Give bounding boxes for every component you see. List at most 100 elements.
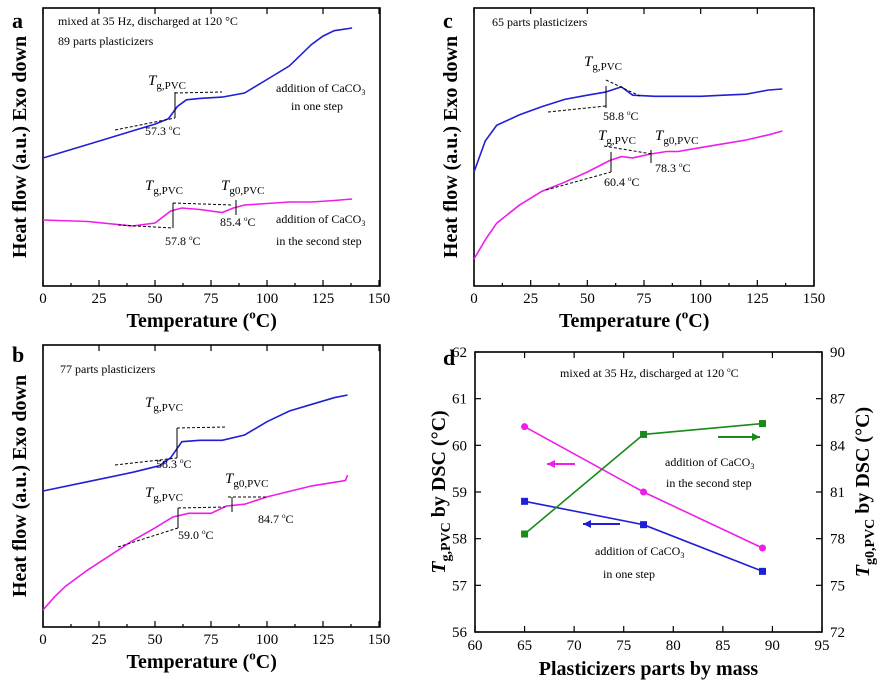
x-tick-label: 125 [746,291,769,307]
data-point-circle [521,423,529,431]
data-point-circle [759,544,767,552]
tg-value-label: 58.3 oC [156,457,192,471]
x-tick-label: 75 [616,638,631,654]
x-tick-label: 150 [368,632,391,648]
tangent-dash [117,224,174,229]
y-axis-title-left: Tg,PVC by DSC (°C) [428,410,454,573]
tangent-dash [114,457,178,466]
plasticizer-annotation: 89 parts plasticizers [58,34,154,48]
plot-frame [473,7,815,287]
tangent-dash [114,117,176,131]
x-tick-label: 85 [715,638,730,654]
data-point-square [521,497,529,505]
arrow-left-magenta-head [547,460,555,468]
x-tick-label: 25 [523,291,538,307]
x-axis-title: Plasticizers parts by mass [539,658,759,680]
y-tick-label-left: 56 [452,625,468,641]
tg-value-label: 59.0 oC [178,528,214,542]
label-one-step-line2: in one step [603,567,655,581]
y-tick-label-right: 87 [830,392,846,408]
tg-value-label: 78.3 oC [655,161,691,175]
x-tick-label: 95 [815,638,830,654]
x-tick-label: 65 [517,638,532,654]
y-tick-label-right: 90 [830,345,845,361]
tg-symbol-label: Tg,PVC [145,178,183,197]
label-second-step: addition of CaCO3 [665,455,754,471]
tg-symbol-label: Tg,PVC [145,395,183,414]
y-tick-label-left: 60 [452,438,467,454]
tg-symbol-label: Tg,PVC [145,485,183,504]
y-tick-label-right: 84 [830,438,846,454]
tangent-dash [547,105,607,113]
data-point-square [521,530,529,538]
tangent-dash [605,79,641,97]
tg-symbol-label: Tg,PVC [584,54,622,73]
series-line-blue [42,394,348,492]
series-line-blue [42,27,353,159]
y-tick-label-right: 78 [830,532,845,548]
series-line-blue [473,86,783,173]
x-tick-label: 75 [204,632,219,648]
y-tick-label-left: 61 [452,392,467,408]
x-tick-label: 0 [39,291,47,307]
x-tick-label: 90 [765,638,780,654]
x-tick-label: 100 [256,291,279,307]
y-axis-title: Heat flow (a.u.) Exo down [440,36,462,258]
arrow-left-blue-head [583,520,591,528]
x-tick-label: 125 [312,632,335,648]
series-label-second-step-line2: in the second step [276,234,362,248]
plot-frame [42,344,381,628]
panel-d: d 60 65 70 75 80 85 90 95 56 57 58 59 60 61 62 72 75 78 81 8… [428,345,878,680]
tg-symbol-label: Tg0,PVC [655,128,699,147]
x-tick-label: 80 [666,638,681,654]
y-tick-label-left: 57 [452,578,468,594]
y-axis-title: Heat flow (a.u.) Exo down [9,375,31,597]
tg-value-label: 58.8 oC [603,109,639,123]
x-tick-label: 50 [580,291,595,307]
x-tick-label: 25 [92,632,107,648]
data-point-square [640,430,648,438]
tangent-dash [545,171,612,191]
tg-symbol-label: Tg,PVC [148,73,186,92]
x-tick-label: 100 [256,632,279,648]
y-tick-label-right: 75 [830,578,845,594]
plasticizer-annotation: 77 parts plasticizers [60,362,156,376]
x-tick-label: 70 [567,638,582,654]
x-tick-label: 100 [689,291,712,307]
y-tick-label-left: 58 [452,532,467,548]
condition-annotation: mixed at 35 Hz, discharged at 120 °C [58,14,238,28]
x-tick-label: 25 [92,291,107,307]
plasticizer-annotation: 65 parts plasticizers [492,15,588,29]
x-axis-title: Temperature (oC) [127,648,277,673]
tg-symbol-label: Tg,PVC [598,128,636,147]
tangent-dash [603,145,653,155]
panel-letter: a [12,8,23,33]
label-one-step: addition of CaCO3 [595,544,684,560]
chart-title: mixed at 35 Hz, discharged at 120 oC [560,366,739,380]
data-point-circle [640,488,648,496]
series-line-magenta [42,198,353,227]
data-point-square [640,521,648,529]
y-tick-label-left: 59 [452,485,467,501]
tangent-dash [117,527,179,548]
series-label-second-step: addition of CaCO3 [276,212,365,228]
y-tick-label-right: 72 [830,625,845,641]
series-line-1 [524,500,763,573]
data-point-square [759,420,767,428]
arrow-right-green-head [752,433,760,441]
x-tick-label: 125 [312,291,335,307]
label-second-step-line2: in the second step [666,476,752,490]
x-axis-title: Temperature (oC) [559,307,709,332]
panel-letter: c [443,8,453,33]
x-tick-label: 150 [368,291,391,307]
tg-symbol-label: Tg0,PVC [221,178,265,197]
series-line-magenta [42,474,349,611]
y-tick-label-left: 62 [452,345,467,361]
x-tick-label: 150 [803,291,826,307]
panel-letter: b [12,342,24,367]
x-tick-label: 0 [39,632,47,648]
x-tick-label: 0 [470,291,478,307]
x-tick-label: 50 [148,632,163,648]
y-axis-title-right: Tg0,PVC by DSC (°C) [852,407,878,577]
